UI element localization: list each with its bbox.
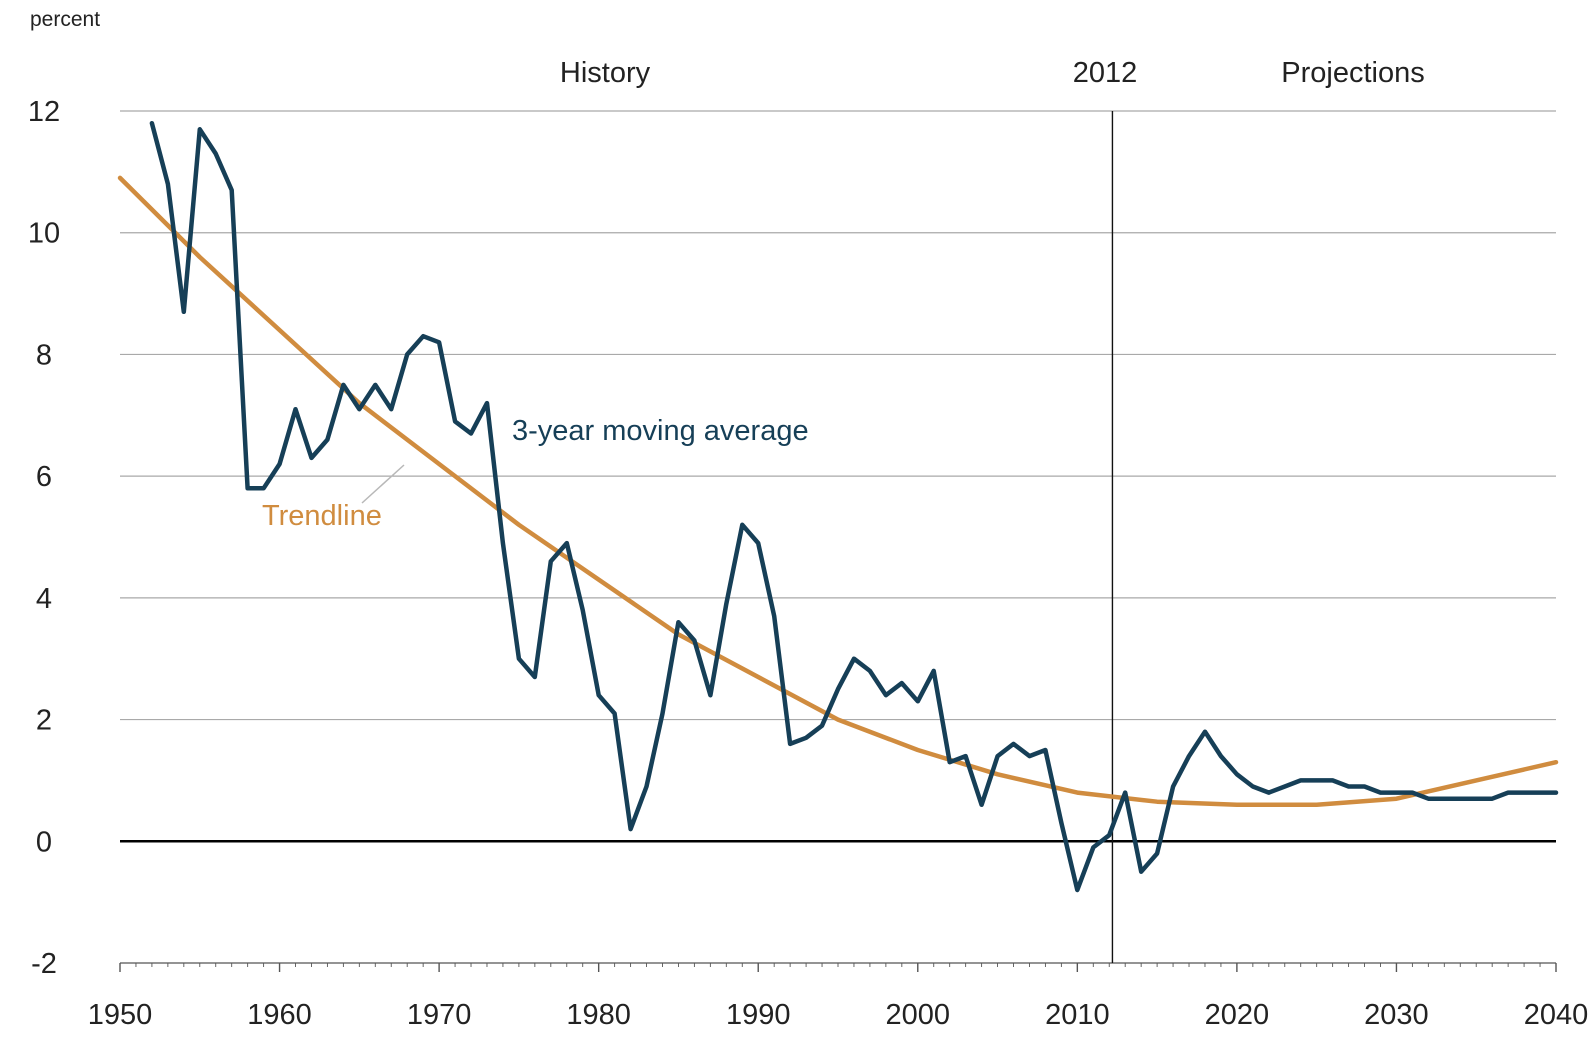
y-tick-label: 12 <box>28 96 60 128</box>
x-tick-label: 2020 <box>1205 999 1270 1031</box>
y-tick-label: 4 <box>36 583 52 615</box>
y-tick-label: -2 <box>31 948 57 980</box>
x-tick-label: 2030 <box>1364 999 1429 1031</box>
x-tick-label: 2010 <box>1045 999 1110 1031</box>
history-label: History <box>560 57 651 89</box>
divider-year-label: 2012 <box>1073 57 1138 89</box>
x-tick-label: 2000 <box>886 999 951 1031</box>
projections-label: Projections <box>1281 57 1424 89</box>
x-tick-label: 1970 <box>407 999 472 1031</box>
x-tick-label: 2040 <box>1524 999 1589 1031</box>
y-axis-ticks: 12 10 8 6 4 2 0 -2 <box>28 96 60 980</box>
x-tick-label: 1990 <box>726 999 791 1031</box>
y-tick-label: 8 <box>36 339 52 371</box>
x-tick-label: 1960 <box>247 999 312 1031</box>
y-tick-label: 2 <box>36 705 52 737</box>
x-axis: 1950 1960 1970 1980 1990 2000 2010 2020 2030 2040 <box>88 962 1589 1031</box>
x-tick-label: 1950 <box>88 999 153 1031</box>
trendline-label-leader <box>361 464 405 504</box>
x-tick-label: 1980 <box>566 999 631 1031</box>
trendline-series-line <box>117 175 1559 808</box>
y-tick-label: 10 <box>28 218 60 250</box>
trendline-series-label: Trendline <box>262 500 382 532</box>
y-tick-label: 0 <box>36 826 52 858</box>
moving-average-series-label: 3-year moving average <box>512 415 809 447</box>
series-lines <box>117 120 1559 893</box>
gridlines <box>120 110 1556 843</box>
y-tick-label: 6 <box>36 461 52 493</box>
moving-average-series-line <box>149 120 1559 893</box>
y-axis-unit-label: percent <box>30 8 100 31</box>
